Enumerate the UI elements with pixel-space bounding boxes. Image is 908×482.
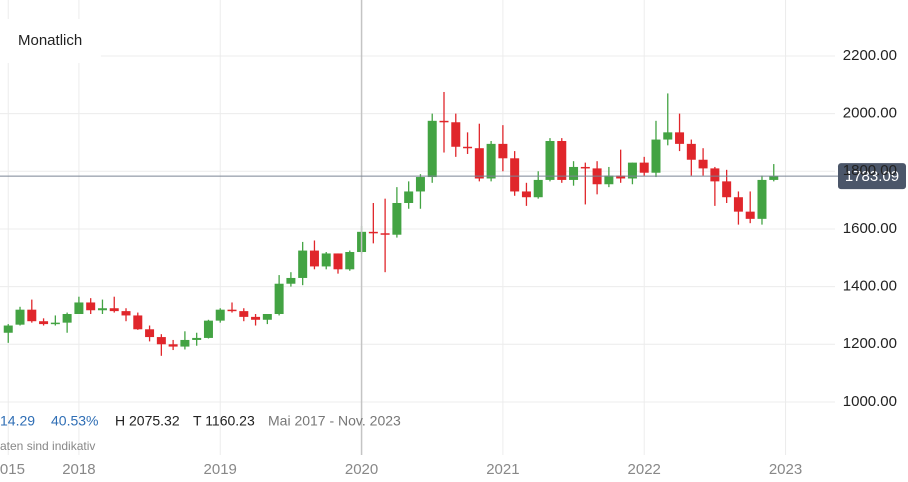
x-tick-label: 2020 <box>345 461 378 478</box>
y-tick-label: 1000.00 <box>843 393 897 410</box>
candle-body <box>675 132 685 144</box>
info-high: H 2075.32 <box>115 413 180 429</box>
candle-body <box>651 139 661 173</box>
candle-body <box>404 191 414 203</box>
candle-body <box>463 146 473 149</box>
candle-body <box>557 140 567 180</box>
interval-button[interactable] <box>0 19 101 63</box>
candle-body <box>380 233 390 235</box>
candle-body <box>145 329 155 338</box>
candle-body <box>239 311 249 317</box>
interval-label[interactable]: Monatlich <box>18 32 82 49</box>
x-tick-label: 2021 <box>486 461 519 478</box>
candle-body <box>133 315 143 330</box>
candle-body <box>474 148 484 179</box>
candle-body <box>15 309 25 325</box>
y-tick-label: 1600.00 <box>843 220 897 237</box>
candle-body <box>192 337 202 340</box>
info-change: 14.29 <box>0 413 35 429</box>
x-tick-label: 2018 <box>62 461 95 478</box>
candle-body <box>368 231 378 234</box>
info-low: T 1160.23 <box>193 413 255 429</box>
candle-body <box>392 202 402 235</box>
candle-body <box>168 344 178 347</box>
candle-body <box>286 277 296 284</box>
overlay: 1783.09 <box>0 0 906 455</box>
candle-body <box>580 166 590 169</box>
candle-body <box>215 309 225 321</box>
candle-body <box>345 252 355 270</box>
candle-body <box>415 177 425 192</box>
candle-body <box>663 132 673 140</box>
candle-body <box>510 158 520 192</box>
y-tick-label: 2200.00 <box>843 47 897 64</box>
candle-body <box>274 283 284 315</box>
candle-body <box>427 120 437 178</box>
candle-body <box>333 253 343 270</box>
candle-body <box>262 314 272 320</box>
candle-body <box>710 168 720 182</box>
current-price-label: 1783.09 <box>845 168 899 185</box>
candle-body <box>545 140 555 180</box>
candle-body <box>321 253 331 267</box>
info-range: Mai 2017 - Nov. 2023 <box>268 413 401 429</box>
candle-body <box>156 337 166 345</box>
candle-body <box>521 191 531 198</box>
x-tick-label: 2015 <box>0 461 25 478</box>
candle-body <box>227 309 237 312</box>
candle-body <box>498 143 508 159</box>
candle-body <box>251 316 261 320</box>
candle-body <box>686 143 696 160</box>
candle-body <box>203 320 213 338</box>
candle-body <box>439 120 449 123</box>
candle-body <box>86 302 96 311</box>
candles <box>3 91 779 356</box>
x-tick-label: 2022 <box>628 461 661 478</box>
candle-body <box>757 179 767 219</box>
candle-body <box>698 159 708 169</box>
candle-body <box>533 179 543 198</box>
candle-body <box>27 309 37 322</box>
y-tick-label: 1200.00 <box>843 335 897 352</box>
candle-body <box>3 325 13 333</box>
candle-body <box>604 175 614 185</box>
candle-body <box>298 250 308 278</box>
candle-body <box>745 211 755 219</box>
candle-body <box>180 339 190 347</box>
info-change-pct: 40.53% <box>51 413 98 429</box>
candle-body <box>569 166 579 180</box>
candle-body <box>39 321 49 325</box>
candle-body <box>109 308 119 312</box>
candle-body <box>616 175 626 179</box>
candle-body <box>486 143 496 179</box>
candle-body <box>309 250 319 267</box>
candle-body <box>627 162 637 179</box>
x-tick-label: 2023 <box>769 461 802 478</box>
x-tick-label: 2019 <box>204 461 237 478</box>
candle-body <box>639 162 649 173</box>
candle-body <box>97 308 107 311</box>
y-tick-label: 1400.00 <box>843 278 897 295</box>
candle-body <box>733 197 743 212</box>
y-tick-label: 1800.00 <box>843 162 897 179</box>
candle-body <box>50 322 60 325</box>
y-tick-label: 2000.00 <box>843 105 897 122</box>
candle-body <box>62 314 72 323</box>
info-note: aten sind indikativ <box>0 439 95 453</box>
candle-body <box>769 176 779 180</box>
current-price-box <box>838 163 906 190</box>
candle-body <box>74 302 84 315</box>
candle-body <box>121 311 131 316</box>
candle-body <box>722 181 732 198</box>
candle-body <box>451 122 461 147</box>
